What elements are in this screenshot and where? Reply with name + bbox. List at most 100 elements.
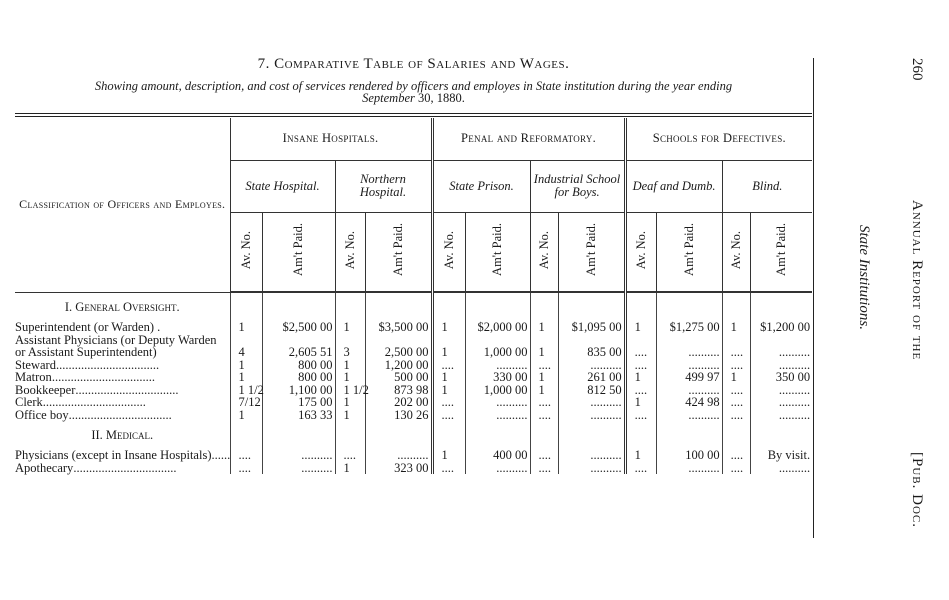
inst-blind: Blind. bbox=[721, 160, 813, 213]
amt-paid-cell: .......... bbox=[261, 461, 335, 474]
salary-table: Classification of Officers and Employes.… bbox=[15, 118, 813, 475]
amt-paid-cell: 1,100 00 bbox=[261, 383, 335, 396]
empty-cell bbox=[749, 292, 813, 321]
av-no-cell: 1 bbox=[623, 371, 657, 384]
amt-paid-header: Am't Paid. bbox=[464, 212, 531, 293]
table-row: Steward.................................… bbox=[15, 358, 813, 372]
top-rule-2 bbox=[15, 116, 812, 117]
empty-cell bbox=[623, 292, 657, 321]
empty-cell bbox=[464, 421, 531, 449]
amt-paid-cell: .......... bbox=[557, 358, 626, 371]
amt-paid-header: Am't Paid. bbox=[655, 212, 723, 293]
row-label: Bookkeeper..............................… bbox=[15, 382, 230, 397]
empty-cell bbox=[364, 421, 433, 449]
group-schools-defectives: Schools for Defectives. bbox=[623, 118, 813, 161]
av-no-header: Av. No. bbox=[430, 212, 466, 293]
av-no-cell: .... bbox=[623, 461, 657, 474]
av-no-cell: .... bbox=[721, 396, 751, 409]
av-no-cell: .... bbox=[430, 408, 466, 421]
group-penal-reformatory: Penal and Reformatory. bbox=[430, 118, 626, 161]
dot-leader: ................................. bbox=[75, 383, 179, 396]
document-label: [Pub. Doc. bbox=[909, 452, 925, 528]
amt-paid-cell: 424 98 bbox=[655, 396, 723, 409]
empty-cell bbox=[261, 421, 335, 449]
amt-paid-cell: $1,275 00 bbox=[655, 321, 723, 334]
dot-leader: ................................. bbox=[51, 371, 155, 384]
empty-cell bbox=[721, 421, 751, 449]
subtitle-date: 30, 1880. bbox=[414, 91, 465, 105]
column-header-text: Am't Paid. bbox=[773, 223, 788, 277]
running-head: Annual Report of the bbox=[909, 200, 925, 361]
av-no-cell: .... bbox=[529, 449, 559, 462]
av-no-cell: 1 1/2 bbox=[334, 383, 369, 396]
amt-paid-cell: 800 00 bbox=[261, 358, 335, 371]
amt-paid-header: Am't Paid. bbox=[749, 212, 813, 293]
amt-paid-cell: .......... bbox=[655, 333, 723, 359]
amt-paid-cell: .......... bbox=[464, 461, 531, 474]
column-header-text: Av. No. bbox=[633, 230, 648, 269]
table-row: Assistant Physicians (or Deputy Warden o… bbox=[15, 332, 813, 359]
row-label-text: Superintendent (or Warden) . bbox=[15, 320, 161, 334]
row-label: Superintendent (or Warden) . bbox=[15, 321, 230, 334]
empty-cell bbox=[364, 292, 433, 321]
table-row: Office boy..............................… bbox=[15, 408, 813, 421]
column-header-text: Av. No. bbox=[238, 230, 253, 269]
amt-paid-cell: .......... bbox=[749, 396, 813, 409]
amt-paid-cell: .......... bbox=[557, 408, 626, 421]
row-label: Apothecary..............................… bbox=[15, 460, 230, 475]
av-no-cell: 1 bbox=[623, 321, 657, 334]
empty-cell bbox=[430, 421, 466, 449]
av-no-cell: .... bbox=[430, 461, 466, 474]
amt-paid-cell: .......... bbox=[364, 449, 433, 462]
row-label-text: Bookkeeper bbox=[15, 382, 76, 397]
section-heading: State Institutions. bbox=[856, 225, 872, 330]
av-no-cell: 1 bbox=[721, 371, 751, 384]
row-label: Clerk................................. bbox=[15, 396, 230, 409]
empty-cell bbox=[655, 292, 723, 321]
av-no-cell: 1 bbox=[430, 383, 466, 396]
inst-state-prison: State Prison. bbox=[430, 160, 531, 213]
av-no-cell: 1 bbox=[229, 371, 262, 384]
section-row: I. General Oversight. bbox=[15, 292, 813, 321]
av-no-cell: .... bbox=[430, 358, 466, 371]
av-no-cell: .... bbox=[721, 383, 751, 396]
amt-paid-cell: By visit. bbox=[749, 449, 813, 462]
av-no-cell: 1 bbox=[529, 321, 559, 334]
av-no-cell: 7/12 bbox=[229, 396, 262, 409]
empty-cell bbox=[261, 292, 335, 321]
amt-paid-cell: 800 00 bbox=[261, 371, 335, 384]
av-no-header: Av. No. bbox=[623, 212, 657, 293]
empty-cell bbox=[557, 421, 626, 449]
av-no-cell: .... bbox=[430, 396, 466, 409]
amt-paid-cell: .......... bbox=[749, 333, 813, 359]
amt-paid-header: Am't Paid. bbox=[557, 212, 626, 293]
page-number: 260 bbox=[909, 58, 925, 81]
av-no-cell: 1 bbox=[529, 333, 559, 359]
av-no-cell: 1 bbox=[229, 321, 262, 334]
av-no-cell: 1 bbox=[229, 358, 262, 371]
amt-paid-cell: .......... bbox=[464, 408, 531, 421]
row-label-text: Assistant Physicians (or Deputy Warden o… bbox=[15, 332, 217, 359]
av-no-cell: 1 bbox=[623, 449, 657, 462]
column-header-text: Am't Paid. bbox=[583, 223, 598, 277]
empty-cell bbox=[749, 421, 813, 449]
av-no-cell: 1 1/2 bbox=[229, 383, 264, 396]
av-no-cell: 1 bbox=[334, 461, 365, 474]
section-heading: II. Medical. bbox=[91, 427, 154, 442]
column-header-text: Am't Paid. bbox=[291, 223, 305, 277]
row-label: Steward................................. bbox=[15, 358, 230, 372]
av-no-cell: .... bbox=[623, 333, 657, 359]
av-no-cell: .... bbox=[623, 408, 657, 421]
row-label-text: Apothecary bbox=[15, 460, 74, 475]
dot-leader: ................................. bbox=[68, 408, 172, 421]
av-no-cell: 1 bbox=[529, 371, 559, 384]
column-header-text: Am't Paid. bbox=[681, 223, 696, 277]
av-no-header: Av. No. bbox=[529, 212, 559, 293]
av-no-cell: .... bbox=[721, 461, 751, 474]
amt-paid-cell: .......... bbox=[655, 358, 723, 371]
empty-cell bbox=[655, 421, 723, 449]
column-header-text: Av. No. bbox=[342, 230, 357, 269]
empty-cell bbox=[557, 292, 626, 321]
amt-paid-cell: .......... bbox=[749, 358, 813, 371]
amt-paid-cell: .......... bbox=[557, 461, 626, 474]
